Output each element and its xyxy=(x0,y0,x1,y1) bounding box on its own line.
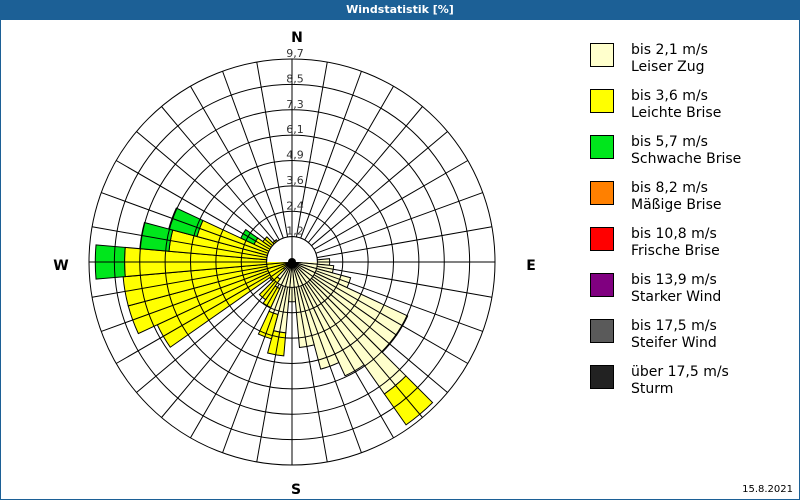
legend-range: bis 10,8 m/s xyxy=(631,226,717,242)
polar-grid xyxy=(88,58,496,466)
legend-item: bis 8,2 m/s Mäßige Brise xyxy=(590,178,790,224)
legend-label: Schwache Brise xyxy=(631,151,742,167)
wind-sectors xyxy=(94,207,434,426)
legend-range: bis 3,6 m/s xyxy=(631,88,708,104)
legend-label: Frische Brise xyxy=(631,243,720,259)
legend-label: Leiser Zug xyxy=(631,59,705,75)
legend-swatch xyxy=(590,181,614,205)
legend-item: bis 17,5 m/s Steifer Wind xyxy=(590,316,790,362)
legend-label: Mäßige Brise xyxy=(631,197,722,213)
radial-tick-labels: 1,2 2,4 3,6 4,9 6,1 7,3 8,5 9,7 xyxy=(286,47,304,238)
compass-west: W xyxy=(53,258,68,274)
legend-range: bis 17,5 m/s xyxy=(631,318,717,334)
legend-item: bis 10,8 m/s Frische Brise xyxy=(590,224,790,270)
compass-south: S xyxy=(291,482,301,498)
svg-text:8,5: 8,5 xyxy=(286,72,304,85)
legend-range: bis 5,7 m/s xyxy=(631,134,708,150)
compass-east: E xyxy=(526,258,536,274)
legend-swatch xyxy=(590,227,614,251)
svg-text:4,9: 4,9 xyxy=(286,149,304,162)
legend-item: bis 5,7 m/s Schwache Brise xyxy=(590,132,790,178)
legend-range: über 17,5 m/s xyxy=(631,364,729,380)
legend-item: bis 3,6 m/s Leichte Brise xyxy=(590,86,790,132)
legend-swatch xyxy=(590,135,614,159)
legend-swatch xyxy=(590,273,614,297)
legend-range: bis 13,9 m/s xyxy=(631,272,717,288)
legend-item: über 17,5 m/s Sturm xyxy=(590,362,790,408)
chart-title-bar: Windstatistik [%] xyxy=(0,0,800,20)
date-label: 15.8.2021 xyxy=(742,484,793,495)
center-dot xyxy=(288,258,296,266)
compass-north: N xyxy=(291,30,303,46)
svg-text:2,4: 2,4 xyxy=(286,199,304,212)
legend-range: bis 2,1 m/s xyxy=(631,42,708,58)
svg-text:3,6: 3,6 xyxy=(286,174,304,187)
legend: bis 2,1 m/s Leiser Zug bis 3,6 m/s Leichte… xyxy=(590,40,790,408)
legend-item: bis 2,1 m/s Leiser Zug xyxy=(590,40,790,86)
legend-range: bis 8,2 m/s xyxy=(631,180,708,196)
legend-label: Steifer Wind xyxy=(631,335,717,351)
svg-text:7,3: 7,3 xyxy=(286,98,304,111)
legend-label: Starker Wind xyxy=(631,289,722,305)
legend-swatch xyxy=(590,365,614,389)
svg-text:9,7: 9,7 xyxy=(286,47,304,60)
chart-title: Windstatistik [%] xyxy=(346,3,454,16)
legend-label: Sturm xyxy=(631,381,674,397)
legend-swatch xyxy=(590,43,614,67)
legend-swatch xyxy=(590,89,614,113)
legend-swatch xyxy=(590,319,614,343)
svg-text:1,2: 1,2 xyxy=(286,225,304,238)
svg-text:6,1: 6,1 xyxy=(286,123,304,136)
legend-item: bis 13,9 m/s Starker Wind xyxy=(590,270,790,316)
legend-label: Leichte Brise xyxy=(631,105,722,121)
